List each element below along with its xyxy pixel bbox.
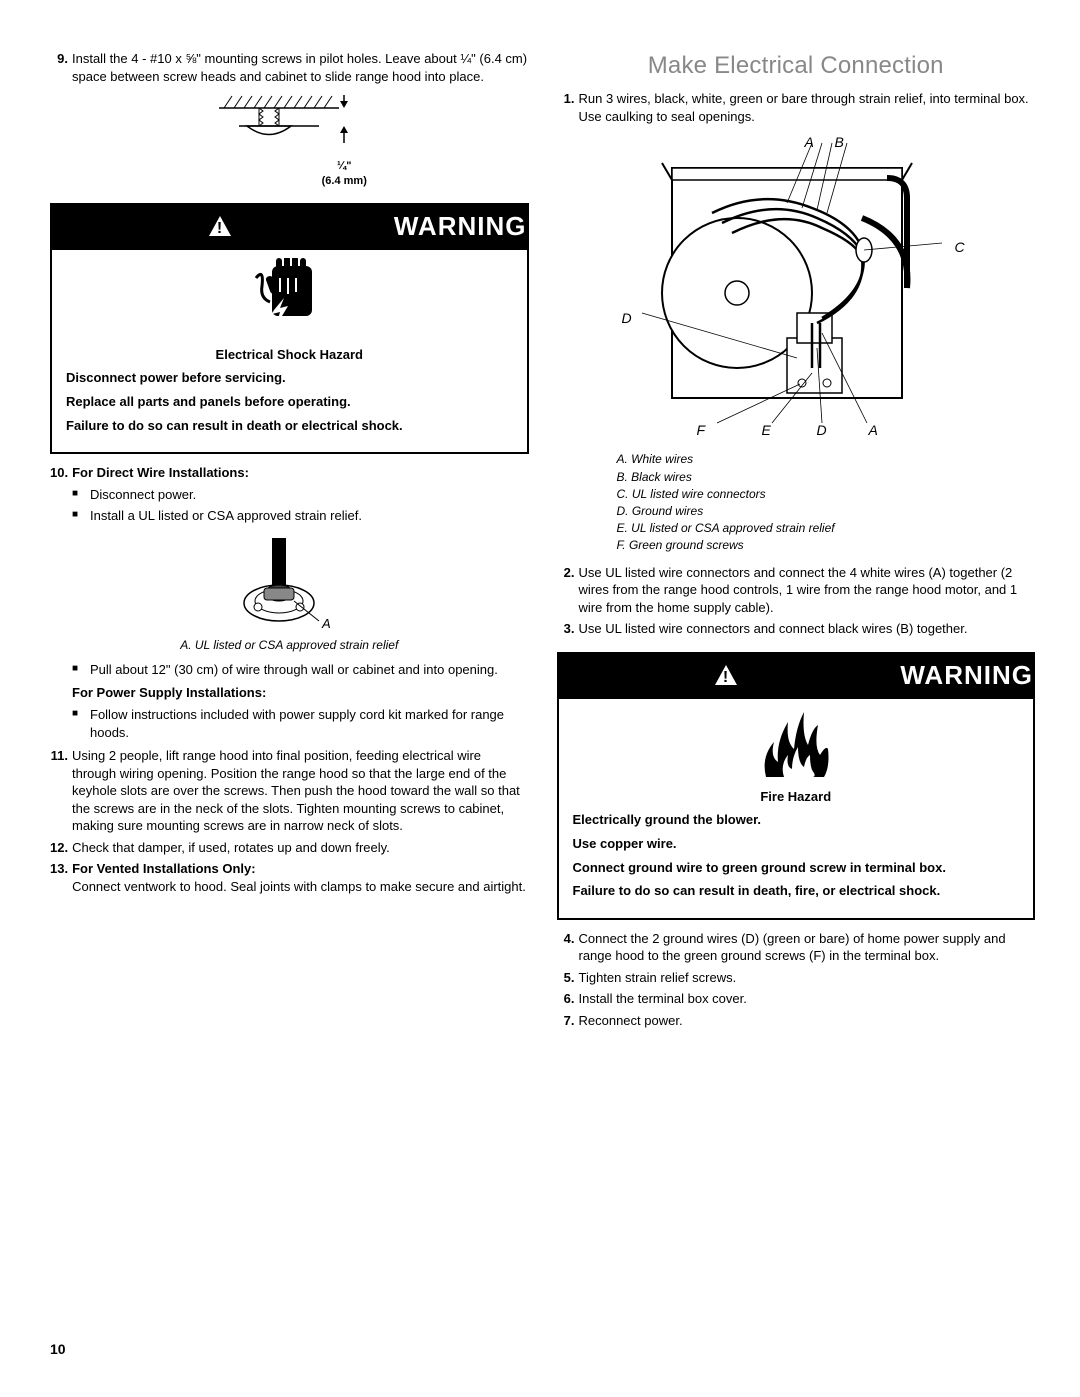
warning-title: WARNING bbox=[900, 658, 1033, 693]
step-text: Connect ventwork to hood. Seal joints wi… bbox=[72, 879, 526, 894]
figure-screw-gap: ¼" (6.4 mm) bbox=[50, 93, 529, 189]
diagram-label: B bbox=[835, 133, 844, 152]
diagram-legend: A. White wires B. Black wires C. UL list… bbox=[557, 451, 1036, 553]
bullet-item: Install a UL listed or CSA approved stra… bbox=[72, 507, 529, 525]
step-title: For Direct Wire Installations: bbox=[72, 464, 528, 482]
page-number: 10 bbox=[50, 1340, 66, 1359]
step-3: 3. Use UL listed wire connectors and con… bbox=[557, 620, 1036, 638]
step-text: Reconnect power. bbox=[579, 1012, 1036, 1030]
step-number: 9. bbox=[50, 50, 72, 85]
legend-item: D. Ground wires bbox=[617, 503, 1036, 519]
dimension-1: ¼" bbox=[160, 159, 529, 174]
hazard-line: Connect ground wire to green ground scre… bbox=[573, 859, 1020, 877]
hazard-line: Replace all parts and panels before oper… bbox=[66, 393, 513, 411]
section-title: Make Electrical Connection bbox=[557, 50, 1036, 82]
warning-header: ! WARNING bbox=[52, 205, 527, 250]
step-title-text: For Vented Installations Only: Connect v… bbox=[72, 860, 528, 895]
bullet-item: Follow instructions included with power … bbox=[72, 706, 529, 741]
step-text: Install the terminal box cover. bbox=[579, 990, 1036, 1008]
bullet-item: Disconnect power. bbox=[72, 486, 529, 504]
hazard-title: Fire Hazard bbox=[573, 788, 1020, 806]
shock-hand-icon bbox=[254, 258, 324, 338]
figure-wiring: A B C D F E D A bbox=[557, 133, 1036, 443]
left-column: 9. Install the 4 - #10 x ⅝" mounting scr… bbox=[50, 50, 529, 1033]
dimension-2: (6.4 mm) bbox=[160, 174, 529, 189]
step-title: For Vented Installations Only: bbox=[72, 861, 255, 876]
bullet-list: Pull about 12" (30 cm) of wire through w… bbox=[50, 661, 529, 679]
figure-strain-relief: A A. UL listed or CSA approved strain re… bbox=[50, 533, 529, 653]
warning-fire: ! WARNING Fire Hazard Electrically groun… bbox=[557, 652, 1036, 920]
step-number: 2. bbox=[557, 564, 579, 617]
warning-header: ! WARNING bbox=[559, 654, 1034, 699]
step-number: 12. bbox=[50, 839, 72, 857]
step-text: Connect the 2 ground wires (D) (green or… bbox=[579, 930, 1036, 965]
diagram-label: F bbox=[697, 421, 706, 440]
step-7: 7. Reconnect power. bbox=[557, 1012, 1036, 1030]
legend-item: A. White wires bbox=[617, 451, 1036, 467]
step-number: 7. bbox=[557, 1012, 579, 1030]
alert-triangle-icon: ! bbox=[208, 215, 232, 237]
hazard-line: Failure to do so can result in death or … bbox=[66, 417, 513, 435]
right-column: Make Electrical Connection 1. Run 3 wire… bbox=[557, 50, 1036, 1033]
step-number: 13. bbox=[50, 860, 72, 895]
alert-triangle-icon: ! bbox=[714, 664, 738, 686]
bullet-list: Follow instructions included with power … bbox=[50, 706, 529, 741]
hazard-line: Failure to do so can result in death, fi… bbox=[573, 882, 1020, 900]
diagram-label: D bbox=[817, 421, 827, 440]
diagram-label: A bbox=[805, 133, 814, 152]
step-number: 1. bbox=[557, 90, 579, 125]
subtitle: For Power Supply Installations: bbox=[50, 684, 529, 702]
bullet-list: Disconnect power. Install a UL listed or… bbox=[50, 486, 529, 525]
hazard-line: Disconnect power before servicing. bbox=[66, 369, 513, 387]
svg-text:!: ! bbox=[723, 669, 729, 686]
diagram-label: E bbox=[762, 421, 771, 440]
step-13: 13. For Vented Installations Only: Conne… bbox=[50, 860, 529, 895]
step-text: Use UL listed wire connectors and connec… bbox=[579, 564, 1036, 617]
step-text: Use UL listed wire connectors and connec… bbox=[579, 620, 1036, 638]
step-text: Run 3 wires, black, white, green or bare… bbox=[579, 90, 1036, 125]
step-number: 6. bbox=[557, 990, 579, 1008]
hazard-line: Use copper wire. bbox=[573, 835, 1020, 853]
legend-item: F. Green ground screws bbox=[617, 537, 1036, 553]
warning-body: Fire Hazard Electrically ground the blow… bbox=[559, 699, 1034, 918]
svg-text:A: A bbox=[321, 616, 331, 631]
svg-text:!: ! bbox=[217, 220, 223, 237]
figure-caption: A. UL listed or CSA approved strain reli… bbox=[50, 637, 529, 653]
hazard-line: Electrically ground the blower. bbox=[573, 811, 1020, 829]
warning-shock: ! WARNING bbox=[50, 203, 529, 454]
step-11: 11. Using 2 people, lift range hood into… bbox=[50, 747, 529, 835]
diagram-label: D bbox=[622, 309, 632, 328]
diagram-label: C bbox=[955, 238, 965, 257]
page: 9. Install the 4 - #10 x ⅝" mounting scr… bbox=[0, 0, 1080, 1073]
fire-icon bbox=[756, 707, 836, 782]
hazard-title: Electrical Shock Hazard bbox=[66, 346, 513, 364]
step-10: 10. For Direct Wire Installations: bbox=[50, 464, 529, 482]
step-number: 4. bbox=[557, 930, 579, 965]
step-5: 5. Tighten strain relief screws. bbox=[557, 969, 1036, 987]
warning-body: Electrical Shock Hazard Disconnect power… bbox=[52, 250, 527, 452]
step-12: 12. Check that damper, if used, rotates … bbox=[50, 839, 529, 857]
step-number: 5. bbox=[557, 969, 579, 987]
step-text: Tighten strain relief screws. bbox=[579, 969, 1036, 987]
bullet-item: Pull about 12" (30 cm) of wire through w… bbox=[72, 661, 529, 679]
legend-item: E. UL listed or CSA approved strain reli… bbox=[617, 520, 1036, 536]
legend-item: C. UL listed wire connectors bbox=[617, 486, 1036, 502]
step-text: Install the 4 - #10 x ⅝" mounting screws… bbox=[72, 50, 529, 85]
step-6: 6. Install the terminal box cover. bbox=[557, 990, 1036, 1008]
diagram-label: A bbox=[869, 421, 878, 440]
step-number: 11. bbox=[50, 747, 72, 835]
step-9: 9. Install the 4 - #10 x ⅝" mounting scr… bbox=[50, 50, 529, 85]
step-4: 4. Connect the 2 ground wires (D) (green… bbox=[557, 930, 1036, 965]
step-text: Using 2 people, lift range hood into fin… bbox=[72, 747, 529, 835]
step-number: 3. bbox=[557, 620, 579, 638]
legend-item: B. Black wires bbox=[617, 469, 1036, 485]
step-2: 2. Use UL listed wire connectors and con… bbox=[557, 564, 1036, 617]
step-number: 10. bbox=[50, 464, 72, 482]
step-1: 1. Run 3 wires, black, white, green or b… bbox=[557, 90, 1036, 125]
step-text: Check that damper, if used, rotates up a… bbox=[72, 839, 528, 857]
warning-title: WARNING bbox=[394, 209, 527, 244]
